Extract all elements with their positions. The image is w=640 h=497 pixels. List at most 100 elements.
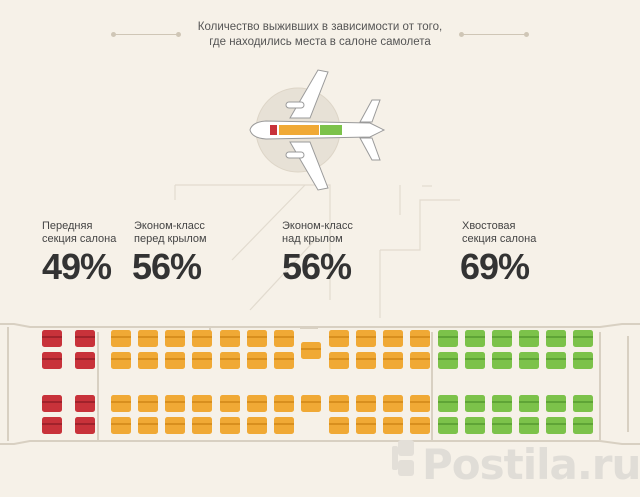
seat-icon (465, 395, 485, 412)
seat-icon (274, 417, 294, 434)
seat-icon-divider (383, 358, 403, 360)
seat-icon-divider (438, 358, 458, 360)
seat-icon-divider (383, 336, 403, 338)
seat-icon (519, 417, 539, 434)
seat-icon (438, 352, 458, 369)
seat-icon-divider (111, 358, 131, 360)
seat-icon-divider (247, 423, 267, 425)
seat-icon-divider (573, 336, 593, 338)
seat-icon-divider (329, 401, 349, 403)
seat-icon (329, 417, 349, 434)
seat-icon (329, 395, 349, 412)
seat-icon (301, 395, 321, 412)
seat-icon-divider (220, 358, 240, 360)
airplane-icon (249, 69, 386, 191)
seat-icon-divider (42, 401, 62, 403)
seat-icon (42, 417, 62, 434)
seat-icon-divider (410, 423, 430, 425)
seat-icon (356, 330, 376, 347)
seat-icon-divider (410, 336, 430, 338)
fuselage-outline (0, 323, 640, 445)
seat-icon-divider (220, 336, 240, 338)
seat-icon-divider (75, 358, 95, 360)
seat-icon (192, 417, 212, 434)
seat-icon (165, 395, 185, 412)
seat-icon-divider (465, 336, 485, 338)
seat-icon-divider (465, 358, 485, 360)
seat-icon (42, 352, 62, 369)
seat-icon-divider (75, 401, 95, 403)
background-lines (174, 184, 460, 318)
seat-icon (519, 395, 539, 412)
seat-icon-divider (220, 423, 240, 425)
infographic-title: Количество выживших в зависимости от тог… (0, 20, 640, 50)
section-label-front: Передняя секция салона (42, 220, 117, 245)
title-rule-left (111, 32, 181, 37)
seat-icon (247, 417, 267, 434)
seat-icon-divider (492, 358, 512, 360)
section-label-tail: Хвостовая секция салона (462, 220, 537, 245)
seat-icon-divider (492, 401, 512, 403)
seat-icon (573, 330, 593, 347)
seat-icon-divider (546, 423, 566, 425)
seat-icon-divider (383, 401, 403, 403)
seat-icon-divider (329, 423, 349, 425)
seat-icon (329, 330, 349, 347)
seat-icon (465, 417, 485, 434)
seat-icon (192, 330, 212, 347)
seat-icon-divider (192, 336, 212, 338)
seat-icon-divider (356, 336, 376, 338)
seat-icon (492, 330, 512, 347)
seat-icon (138, 417, 158, 434)
seat-icon-divider (438, 336, 458, 338)
seat-icon-divider (138, 358, 158, 360)
seat-icon (465, 330, 485, 347)
seat-icon-divider (519, 423, 539, 425)
seat-icon (438, 417, 458, 434)
seat-icon (383, 352, 403, 369)
seat-icon (492, 352, 512, 369)
seat-icon-divider (75, 423, 95, 425)
seat-icon-divider (438, 423, 458, 425)
seat-icon-divider (247, 401, 267, 403)
section-label-economy-front: Эконом-класс перед крылом (134, 220, 207, 245)
seat-icon (519, 330, 539, 347)
seat-icon-divider (301, 348, 321, 350)
percent-front: 49% (42, 246, 112, 287)
seat-icon-divider (192, 423, 212, 425)
seat-icon-divider (356, 423, 376, 425)
seat-icon-divider (247, 358, 267, 360)
seat-icon (165, 417, 185, 434)
seat-icon (220, 395, 240, 412)
title-line-2: где находились места в салоне самолета (209, 36, 431, 48)
seat-icon-divider (111, 336, 131, 338)
seat-icon-divider (165, 423, 185, 425)
seat-icon (546, 352, 566, 369)
seat-icon-divider (138, 336, 158, 338)
cabin-seat-map (0, 323, 640, 445)
section-label-economy-wing: Эконом-класс над крылом (282, 220, 353, 245)
percent-tail: 69% (460, 246, 530, 287)
seat-icon-divider (492, 423, 512, 425)
seat-icon-divider (138, 401, 158, 403)
seat-icon (546, 417, 566, 434)
seat-icon (301, 342, 321, 359)
seat-icon (438, 330, 458, 347)
seat-icon (410, 417, 430, 434)
seat-icon-divider (274, 358, 294, 360)
seat-icon-divider (329, 336, 349, 338)
seat-icon-divider (573, 423, 593, 425)
seat-icon (274, 330, 294, 347)
seat-icon (247, 352, 267, 369)
seat-icon-divider (301, 401, 321, 403)
seat-icon (383, 395, 403, 412)
seat-icon-divider (42, 423, 62, 425)
seat-icon-divider (573, 401, 593, 403)
seat-icon (465, 352, 485, 369)
seat-icon-divider (546, 336, 566, 338)
seat-icon (220, 417, 240, 434)
seat-icon (492, 417, 512, 434)
percent-economy-wing: 56% (282, 246, 352, 287)
seat-icon (138, 330, 158, 347)
